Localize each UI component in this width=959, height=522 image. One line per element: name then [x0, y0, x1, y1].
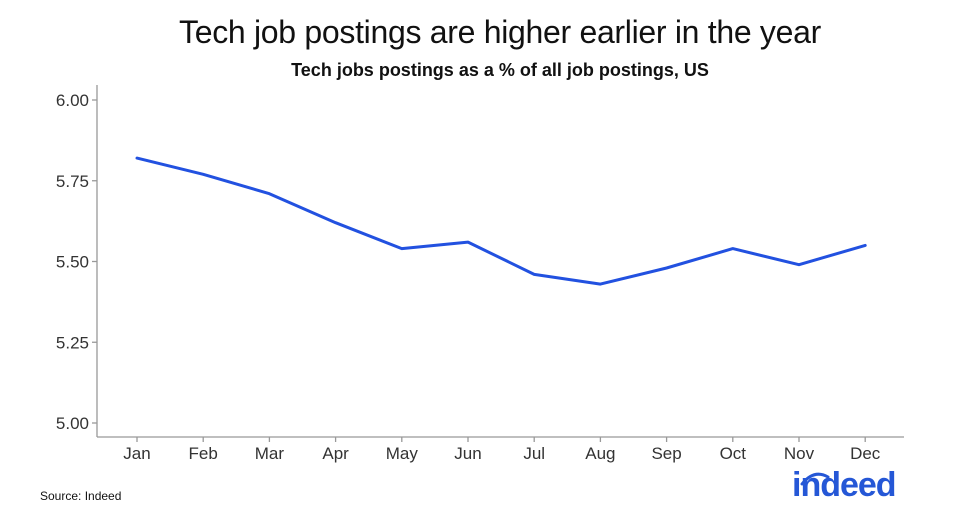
- x-tick-label: May: [386, 444, 419, 463]
- x-tick-label: Nov: [784, 444, 815, 463]
- y-axis-ticks: 5.00 5.25 5.50 5.75 6.00: [56, 91, 97, 433]
- y-tick-label: 5.00: [56, 414, 89, 433]
- x-tick-label: Apr: [322, 444, 349, 463]
- y-tick-label: 6.00: [56, 91, 89, 110]
- chart-title: Tech job postings are higher earlier in …: [179, 14, 821, 50]
- x-axis-ticks: Jan Feb Mar Apr May Jun Jul Aug Sep Oct Nov Dec: [123, 437, 881, 463]
- series-line: [135, 156, 867, 286]
- x-tick-label: Feb: [189, 444, 218, 463]
- x-tick-label: Jan: [123, 444, 150, 463]
- logo-arc-icon: [800, 472, 830, 486]
- x-tick-label: Mar: [255, 444, 285, 463]
- x-tick-label: Oct: [720, 444, 747, 463]
- x-tick-label: Sep: [651, 444, 681, 463]
- x-tick-label: Jun: [454, 444, 481, 463]
- source-note: Source: Indeed: [40, 489, 122, 503]
- y-tick-label: 5.25: [56, 333, 89, 352]
- x-tick-label: Dec: [850, 444, 881, 463]
- series-layer: [135, 156, 867, 286]
- chart-subtitle: Tech jobs postings as a % of all job pos…: [291, 60, 709, 80]
- y-tick-label: 5.50: [56, 253, 89, 272]
- x-tick-label: Aug: [585, 444, 615, 463]
- x-tick-label: Jul: [523, 444, 545, 463]
- indeed-logo: indeed: [792, 466, 897, 504]
- y-tick-label: 5.75: [56, 172, 89, 191]
